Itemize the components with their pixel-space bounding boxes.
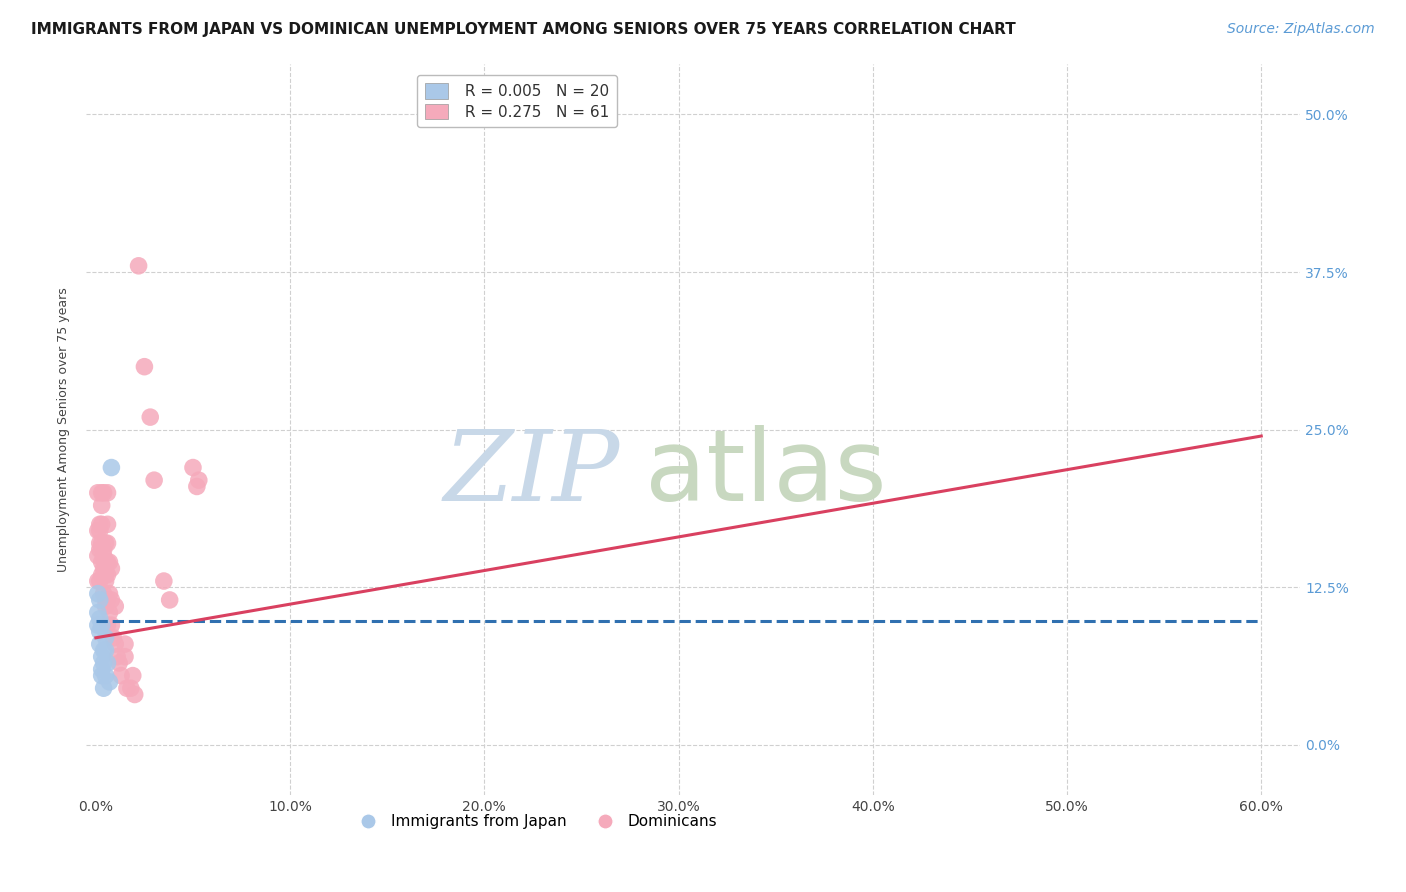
Point: [187, 473, 209, 487]
Point: [124, 688, 146, 702]
Point: [87, 549, 110, 563]
Point: [93, 643, 115, 657]
Point: [87, 606, 110, 620]
Point: [89, 637, 111, 651]
Point: [153, 574, 176, 588]
Point: [108, 656, 131, 670]
Point: [94, 567, 117, 582]
Point: [90, 668, 112, 682]
Point: [105, 649, 128, 664]
Point: [103, 631, 125, 645]
Point: [96, 517, 118, 532]
Point: [93, 681, 115, 696]
Point: [93, 567, 115, 582]
Point: [96, 485, 118, 500]
Point: [90, 517, 112, 532]
Point: [96, 593, 118, 607]
Point: [100, 561, 122, 575]
Point: [115, 681, 138, 696]
Point: [89, 624, 111, 639]
Point: [96, 618, 118, 632]
Point: [87, 524, 110, 538]
Point: [186, 479, 208, 493]
Point: [110, 668, 132, 682]
Point: [114, 637, 136, 651]
Point: [90, 649, 112, 664]
Point: [96, 567, 118, 582]
Legend: Immigrants from Japan, Dominicans: Immigrants from Japan, Dominicans: [347, 808, 724, 835]
Point: [98, 587, 121, 601]
Text: IMMIGRANTS FROM JAPAN VS DOMINICAN UNEMPLOYMENT AMONG SENIORS OVER 75 YEARS CORR: IMMIGRANTS FROM JAPAN VS DOMINICAN UNEMP…: [31, 22, 1015, 37]
Point: [93, 542, 115, 557]
Point: [120, 681, 142, 696]
Point: [87, 618, 110, 632]
Point: [134, 359, 156, 374]
Point: [89, 574, 111, 588]
Point: [100, 618, 122, 632]
Point: [94, 668, 117, 682]
Point: [96, 656, 118, 670]
Point: [89, 517, 111, 532]
Text: atlas: atlas: [644, 425, 886, 522]
Point: [104, 637, 127, 651]
Y-axis label: Unemployment Among Seniors over 75 years: Unemployment Among Seniors over 75 years: [58, 287, 70, 572]
Point: [98, 606, 121, 620]
Point: [94, 574, 117, 588]
Point: [104, 599, 127, 614]
Point: [90, 485, 112, 500]
Point: [96, 536, 118, 550]
Point: [87, 587, 110, 601]
Point: [181, 460, 204, 475]
Point: [93, 549, 115, 563]
Point: [94, 631, 117, 645]
Point: [87, 574, 110, 588]
Point: [94, 593, 117, 607]
Point: [89, 542, 111, 557]
Point: [143, 473, 166, 487]
Point: [94, 599, 117, 614]
Point: [100, 593, 122, 607]
Point: [93, 587, 115, 601]
Point: [94, 536, 117, 550]
Point: [98, 674, 121, 689]
Point: [89, 593, 111, 607]
Point: [90, 536, 112, 550]
Point: [89, 536, 111, 550]
Point: [159, 593, 181, 607]
Point: [87, 485, 110, 500]
Text: Source: ZipAtlas.com: Source: ZipAtlas.com: [1227, 22, 1375, 37]
Point: [98, 555, 121, 569]
Point: [93, 485, 115, 500]
Point: [90, 499, 112, 513]
Point: [89, 612, 111, 626]
Point: [90, 618, 112, 632]
Point: [90, 662, 112, 676]
Point: [93, 561, 115, 575]
Point: [94, 643, 117, 657]
Point: [94, 555, 117, 569]
Point: [90, 555, 112, 569]
Point: [128, 259, 150, 273]
Point: [114, 649, 136, 664]
Point: [93, 656, 115, 670]
Point: [96, 555, 118, 569]
Point: [100, 460, 122, 475]
Point: [139, 410, 162, 425]
Point: [89, 524, 111, 538]
Text: ZIP: ZIP: [444, 426, 620, 521]
Point: [90, 567, 112, 582]
Point: [121, 668, 143, 682]
